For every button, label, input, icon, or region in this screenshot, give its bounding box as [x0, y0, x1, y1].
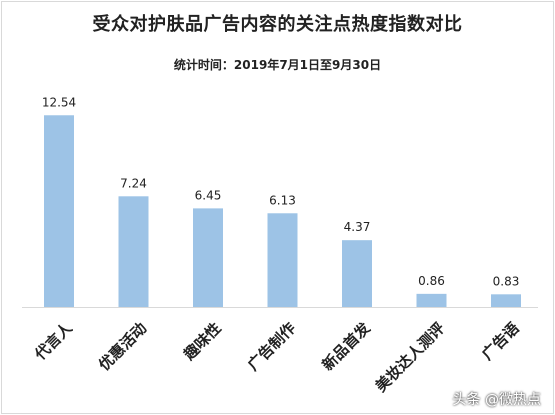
bar-7: [491, 294, 521, 307]
category-label-6: 美妆达人测评: [372, 319, 448, 395]
data-label-6: 0.86: [418, 274, 445, 288]
category-label-2: 优惠活动: [95, 319, 150, 374]
bars-group: 12.54 代言人 7.24 优惠活动 6.45 趣味性 6.13 广告制作 4.37 新品首发 0…: [30, 95, 522, 395]
bar-1: [44, 115, 74, 307]
data-label-4: 6.13: [269, 193, 296, 207]
data-label-2: 7.24: [120, 176, 147, 190]
bar-2: [118, 196, 149, 307]
bar-3: [193, 208, 223, 307]
category-label-5: 新品首发: [319, 318, 375, 374]
data-label-1: 12.54: [42, 95, 76, 109]
data-label-3: 6.45: [195, 188, 222, 202]
bar-4: [267, 213, 298, 307]
category-label-1: 代言人: [30, 318, 76, 364]
category-label-3: 趣味性: [179, 319, 224, 364]
watermark: 头条 @微热点: [452, 392, 541, 408]
data-label-5: 4.37: [344, 220, 371, 234]
category-label-7: 广告语: [478, 319, 523, 364]
bar-5: [342, 240, 372, 307]
chart-subtitle: 统计时间：2019年7月1日至9月30日: [173, 58, 382, 72]
data-label-7: 0.83: [493, 274, 520, 288]
bar-6: [416, 293, 447, 307]
chart-title: 受众对护肤品广告内容的关注点热度指数对比: [92, 14, 463, 35]
category-label-4: 广告制作: [244, 319, 299, 374]
